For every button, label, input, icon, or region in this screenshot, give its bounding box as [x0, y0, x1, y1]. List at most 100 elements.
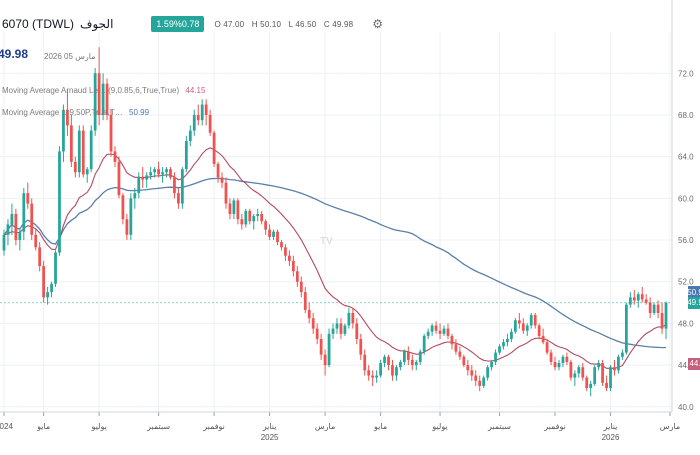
candle — [97, 47, 101, 126]
candle-body — [541, 335, 545, 343]
candle — [288, 250, 291, 267]
candle — [648, 297, 652, 319]
candle-body — [236, 200, 240, 220]
candle-body — [97, 73, 101, 115]
candle-body — [66, 109, 69, 126]
candle-body — [81, 130, 85, 175]
candle-body — [69, 125, 73, 162]
candle — [406, 346, 410, 366]
candle — [402, 349, 406, 366]
candle-body — [192, 114, 196, 131]
candle — [414, 359, 418, 371]
candle-body — [426, 331, 430, 336]
candle-body — [581, 367, 585, 378]
candle-body — [121, 195, 125, 220]
candle-body — [165, 169, 168, 173]
candle — [14, 208, 18, 246]
x-tick-label: سبتمبر — [487, 422, 511, 431]
axes — [0, 0, 673, 416]
candle-body — [605, 382, 608, 389]
candle — [589, 380, 593, 397]
candle — [422, 333, 426, 355]
candle-body — [577, 367, 581, 374]
candle-body — [585, 377, 589, 389]
candle — [628, 292, 632, 308]
candle-body — [93, 73, 97, 131]
candle-body — [188, 130, 192, 142]
candle — [351, 307, 355, 329]
candle — [510, 328, 513, 343]
candle-body — [565, 356, 569, 362]
candle — [438, 323, 442, 340]
candle — [10, 203, 14, 235]
candle-body — [18, 231, 22, 241]
candle — [537, 323, 541, 340]
candle — [105, 78, 109, 121]
x-tick-label: سبتمبر — [146, 422, 170, 431]
candle — [545, 339, 549, 355]
ohlc-high: H 50.10 — [251, 19, 282, 29]
candle — [165, 167, 168, 178]
x-tick-label: يوليو — [90, 422, 106, 431]
candle — [335, 318, 339, 334]
candle-body — [537, 325, 541, 336]
candle-body — [30, 203, 34, 235]
gear-icon[interactable]: ⚙ — [372, 17, 384, 31]
moving-average-long-group — [3, 177, 667, 349]
symbol-label[interactable]: 6070 (TDWL) — [2, 17, 75, 31]
candle-body — [617, 356, 620, 371]
candle — [355, 318, 359, 345]
candle-body — [656, 304, 660, 313]
candle — [529, 312, 533, 329]
candle-body — [216, 163, 220, 178]
candle — [517, 312, 521, 329]
candle-body — [303, 292, 307, 310]
candle-body — [513, 320, 517, 332]
candle — [561, 354, 565, 368]
change-badge: 1.59%0.78 — [151, 16, 205, 32]
candle — [486, 365, 490, 381]
indicator-legend-2[interactable]: Moving Average …9,50P,True,T… 50.99 — [2, 108, 149, 117]
candle-body — [177, 193, 180, 204]
candle-body — [648, 302, 652, 313]
candle — [446, 323, 450, 340]
candle-body — [264, 221, 268, 230]
y-tick-label: 52.0 — [678, 278, 694, 287]
candle — [363, 349, 367, 376]
x-tick-label: مايو — [373, 422, 387, 431]
candle-body — [311, 318, 315, 329]
candle — [145, 172, 149, 188]
candle — [490, 359, 493, 371]
candle — [418, 349, 422, 366]
candle-body — [2, 234, 6, 251]
candle-body — [399, 361, 402, 368]
candle — [117, 156, 121, 199]
candle — [157, 161, 160, 178]
candle-body — [601, 363, 604, 383]
candle-body — [545, 342, 549, 353]
candle-body — [557, 363, 561, 368]
y-tick-label: 44.0 — [678, 361, 694, 370]
candle — [260, 210, 264, 225]
candle — [69, 114, 73, 168]
candle — [200, 99, 204, 126]
candle-body — [224, 182, 228, 204]
price-axis-label: 44. — [688, 357, 700, 370]
candle — [636, 292, 640, 308]
moving-average-long-line — [3, 177, 667, 349]
candle — [236, 198, 240, 225]
indicator-legend-1[interactable]: Moving Average Arnaud Le… (9,0.85,6,True… — [2, 86, 205, 95]
candle-body — [46, 292, 49, 298]
x-tick-sublabel: 2025 — [261, 433, 279, 442]
candle-body — [295, 271, 299, 282]
candle — [220, 172, 224, 188]
candle — [609, 365, 612, 392]
candle-body — [450, 335, 454, 345]
candle-body — [315, 328, 319, 340]
candle — [216, 161, 220, 183]
candle — [319, 333, 323, 360]
candle-body — [73, 161, 77, 173]
candle — [22, 187, 26, 241]
